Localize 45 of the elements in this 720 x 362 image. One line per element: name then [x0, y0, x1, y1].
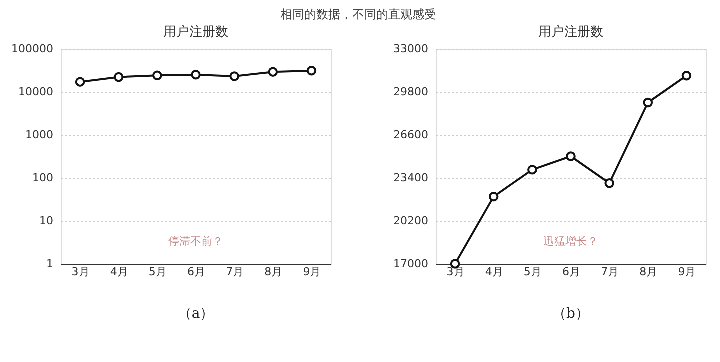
x-tick-label: 5月 — [524, 266, 542, 278]
x-tick-label: 4月 — [485, 266, 504, 278]
point — [114, 72, 124, 82]
x-tick-label: 7月 — [601, 266, 620, 278]
chart-title: 用户注册数 — [538, 25, 604, 40]
annotation: 迅猛增长？ — [544, 235, 598, 248]
y-tick-label: 29800 — [394, 86, 428, 98]
x-tick-label: 9月 — [678, 266, 696, 278]
y-tick-label: 20200 — [394, 214, 428, 228]
annotation: 停滞不前？ — [168, 235, 224, 248]
point — [191, 70, 201, 80]
x-tick-label: 6月 — [562, 266, 580, 278]
x-tick-label: 6月 — [188, 266, 206, 278]
point — [643, 98, 654, 108]
x-tick-label: 8月 — [640, 266, 658, 278]
text: 相同的数据，不同的直观感受 — [280, 8, 437, 22]
y-tick-label: 1 — [46, 258, 54, 270]
point — [682, 71, 692, 81]
y-tick-label: 26600 — [394, 128, 428, 142]
text: （b） — [552, 306, 590, 322]
point — [152, 70, 162, 81]
x-tick-label: 4月 — [110, 266, 128, 278]
point — [488, 192, 499, 202]
x-tick-label: 5月 — [148, 266, 167, 278]
point — [230, 72, 240, 82]
x-tick-label: 9月 — [303, 266, 322, 278]
y-tick-label: 17000 — [394, 258, 428, 270]
y-tick-label: 10 — [40, 214, 54, 228]
point — [268, 67, 278, 77]
x-tick-label: 8月 — [264, 266, 283, 278]
point — [604, 178, 614, 188]
point — [528, 165, 538, 175]
y-tick-label: 100000 — [12, 42, 54, 56]
point — [75, 77, 86, 87]
y-tick-label: 1000 — [26, 128, 54, 142]
y-tick-label: 10000 — [18, 86, 54, 98]
y-tick-label: 100 — [32, 172, 54, 184]
y-tick-label: 33000 — [394, 42, 428, 56]
point — [306, 66, 317, 76]
y-tick-label: 23400 — [394, 172, 428, 184]
text: （a） — [178, 306, 214, 322]
point — [566, 152, 576, 162]
chart-title: 用户注册数 — [164, 25, 228, 40]
x-tick-label: 7月 — [226, 266, 244, 278]
x-tick-label: 3月 — [72, 266, 90, 278]
